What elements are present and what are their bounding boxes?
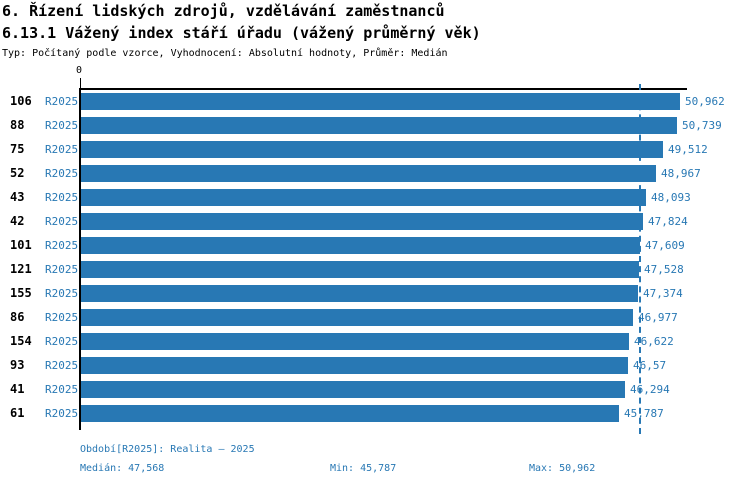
indicator-subtitle: Typ: Počítaný podle vzorce, Vyhodnocení:… (2, 48, 448, 59)
bar-value-label: 50,739 (682, 119, 722, 132)
row-category-label: 86 (10, 310, 25, 324)
bar-value-label: 49,512 (668, 143, 708, 156)
row-period-label: R2025 (45, 263, 79, 276)
median-stat: Medián: 47,568 (80, 463, 165, 474)
bar-value-label: 47,374 (643, 287, 683, 300)
bar (81, 117, 677, 134)
row-period-label: R2025 (45, 407, 79, 420)
row-period-label: R2025 (45, 119, 79, 132)
bar (81, 141, 663, 158)
chart-row: 75 R2025 49,512 (0, 138, 750, 162)
chart-row: 101 R2025 47,609 (0, 234, 750, 258)
row-period-label: R2025 (45, 359, 79, 372)
row-category-label: 106 (10, 94, 32, 108)
row-category-label: 155 (10, 286, 32, 300)
chart-rows: 106 R2025 50,962 88 R2025 50,739 75 R2025 49,512… (0, 90, 750, 426)
bar (81, 93, 680, 110)
bar-value-label: 47,824 (648, 215, 688, 228)
min-stat: Min: 45,787 (330, 463, 397, 474)
bar (81, 381, 625, 398)
row-category-label: 43 (10, 190, 25, 204)
row-category-label: 75 (10, 142, 25, 156)
chart-row: 154 R2025 46,622 (0, 330, 750, 354)
row-category-label: 41 (10, 382, 25, 396)
chart-row: 42 R2025 47,824 (0, 210, 750, 234)
chart-row: 86 R2025 46,977 (0, 306, 750, 330)
chart-row: 93 R2025 46,57 (0, 354, 750, 378)
bar-value-label: 46,977 (638, 311, 678, 324)
bar (81, 405, 619, 422)
row-category-label: 52 (10, 166, 25, 180)
chart-row: 43 R2025 48,093 (0, 186, 750, 210)
bar (81, 261, 639, 278)
bar (81, 189, 646, 206)
row-period-label: R2025 (45, 95, 79, 108)
indicator-title: 6.13.1 Vážený index stáří úřadu (vážený … (2, 24, 481, 42)
row-period-label: R2025 (45, 287, 79, 300)
row-category-label: 42 (10, 214, 25, 228)
row-category-label: 61 (10, 406, 25, 420)
axis-zero-label: 0 (76, 65, 83, 76)
row-period-label: R2025 (45, 239, 79, 252)
bar-value-label: 45,787 (624, 407, 664, 420)
axis-zero-tick (80, 78, 81, 88)
row-period-label: R2025 (45, 311, 79, 324)
bar-value-label: 47,528 (644, 263, 684, 276)
bar-value-label: 46,294 (630, 383, 670, 396)
chart-row: 88 R2025 50,739 (0, 114, 750, 138)
bar-value-label: 46,622 (634, 335, 674, 348)
row-period-label: R2025 (45, 143, 79, 156)
bar (81, 357, 628, 374)
row-period-label: R2025 (45, 383, 79, 396)
row-category-label: 121 (10, 262, 32, 276)
bar (81, 237, 640, 254)
bar (81, 285, 638, 302)
bar-value-label: 48,967 (661, 167, 701, 180)
row-category-label: 93 (10, 358, 25, 372)
row-category-label: 88 (10, 118, 25, 132)
axis-y-line (79, 88, 81, 430)
bar (81, 333, 629, 350)
period-legend: Období[R2025]: Realita – 2025 (80, 444, 255, 455)
row-period-label: R2025 (45, 335, 79, 348)
row-period-label: R2025 (45, 215, 79, 228)
bar-value-label: 50,962 (685, 95, 725, 108)
chart-row: 121 R2025 47,528 (0, 258, 750, 282)
bar (81, 213, 643, 230)
bar-value-label: 46,57 (633, 359, 667, 372)
row-category-label: 154 (10, 334, 32, 348)
chart-row: 106 R2025 50,962 (0, 90, 750, 114)
max-stat: Max: 50,962 (529, 463, 596, 474)
chart-row: 52 R2025 48,967 (0, 162, 750, 186)
row-period-label: R2025 (45, 191, 79, 204)
chart-row: 41 R2025 46,294 (0, 378, 750, 402)
bar (81, 165, 656, 182)
axis-top-line (79, 88, 687, 90)
row-period-label: R2025 (45, 167, 79, 180)
row-category-label: 101 (10, 238, 32, 252)
bar-value-label: 47,609 (645, 239, 685, 252)
bar (81, 309, 633, 326)
bar-value-label: 48,093 (651, 191, 691, 204)
chart-row: 61 R2025 45,787 (0, 402, 750, 426)
median-reference-line (639, 84, 641, 434)
section-title: 6. Řízení lidských zdrojů, vzdělávání za… (2, 2, 445, 20)
chart-row: 155 R2025 47,374 (0, 282, 750, 306)
